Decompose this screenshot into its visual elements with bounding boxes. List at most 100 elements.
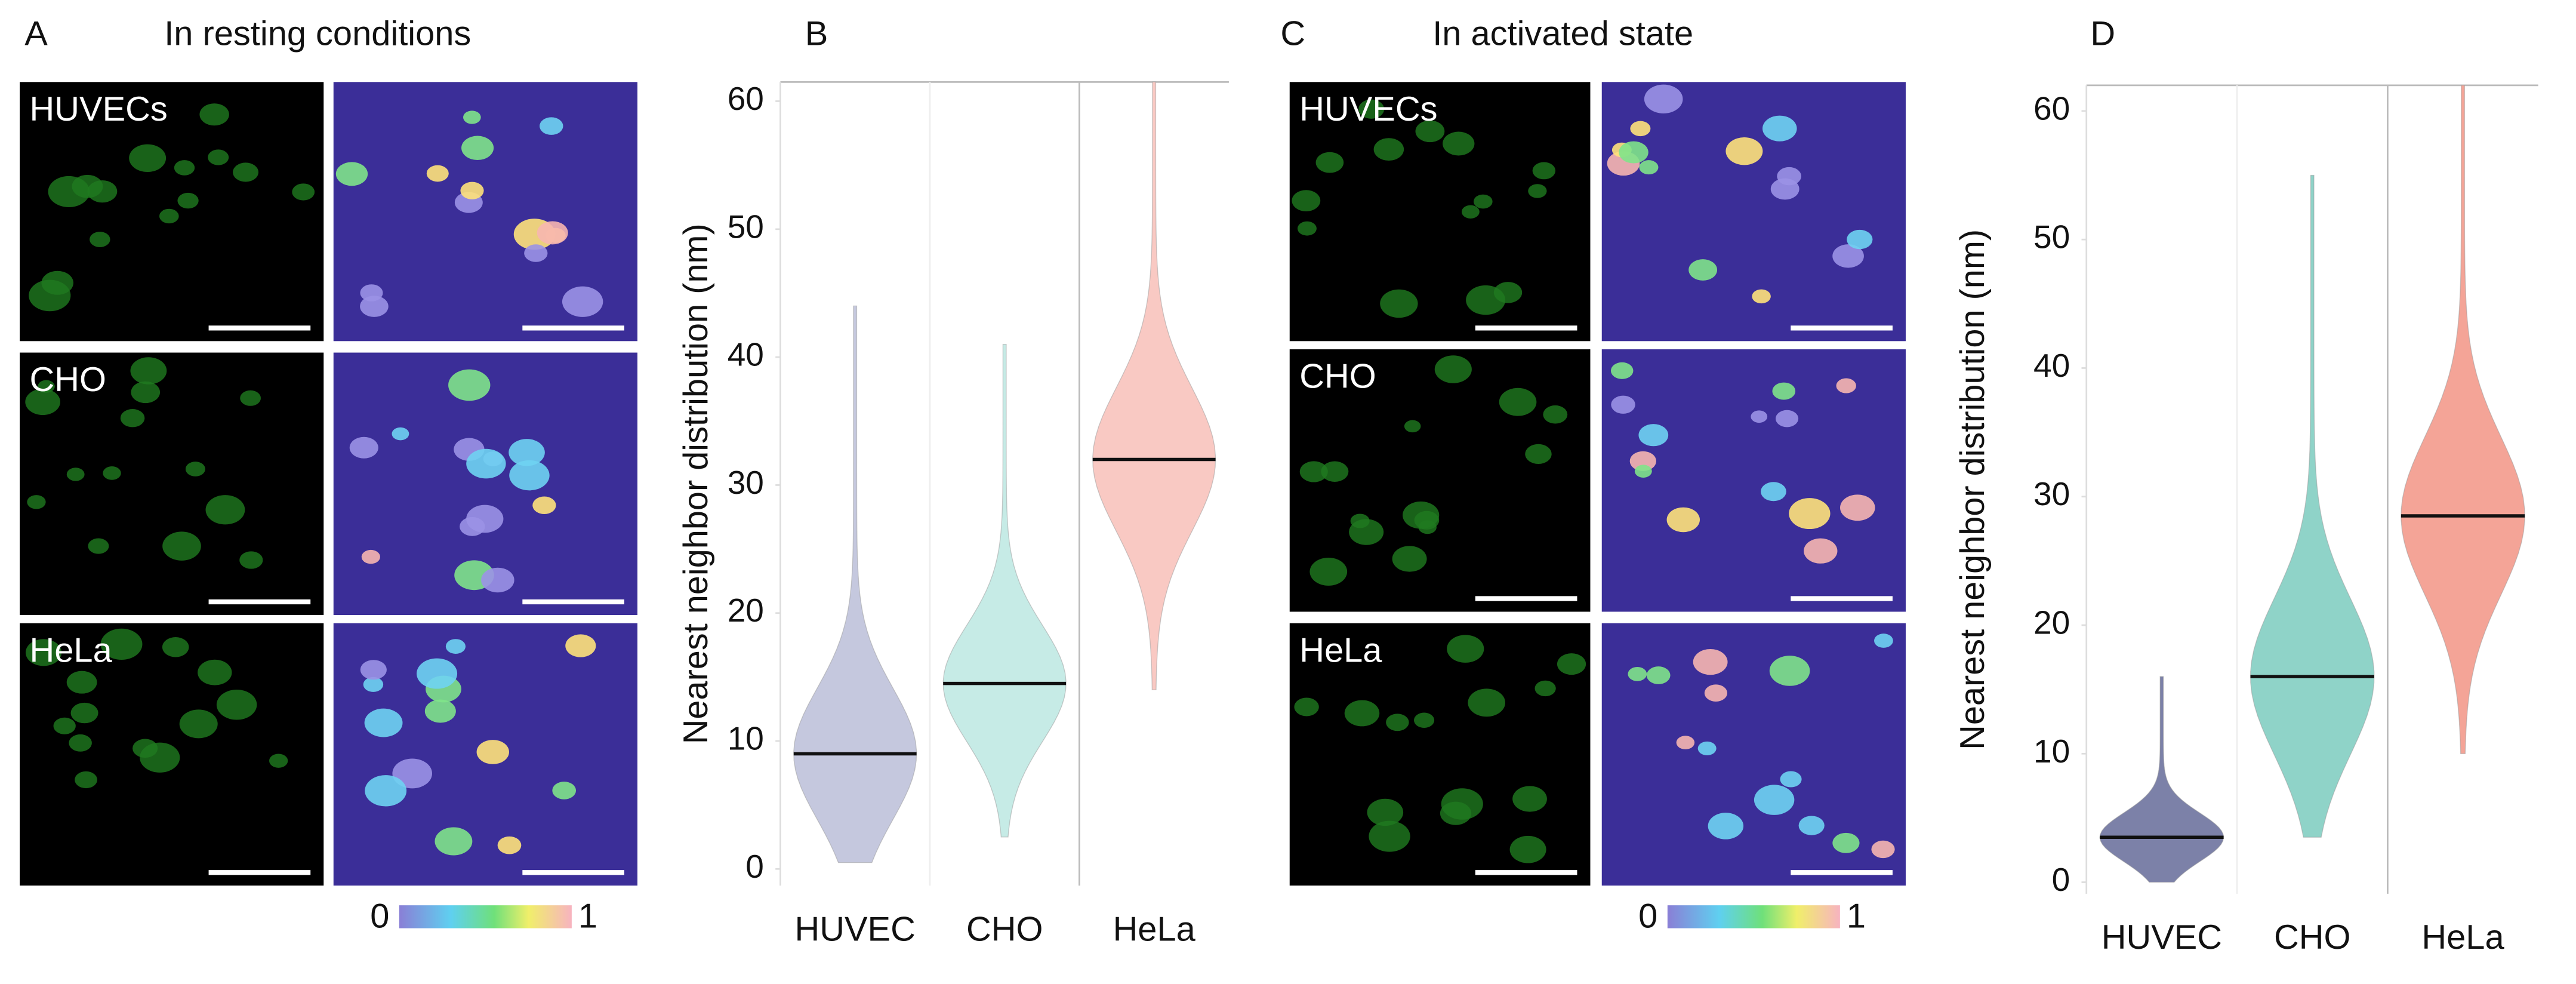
cell-blob [1751, 410, 1768, 423]
cell-blob [509, 439, 545, 466]
cell-blob [174, 160, 195, 176]
y-tick-label: 50 [2033, 219, 2070, 256]
cell-blob [466, 505, 504, 533]
cell-blob [103, 466, 121, 480]
panel-label: D [2090, 15, 2115, 53]
x-tick-label: HeLa [2421, 918, 2504, 957]
cell-blob [1688, 259, 1718, 281]
violin [2099, 676, 2224, 883]
panel-title: In resting conditions [164, 15, 471, 53]
cell-line-label: HeLa [30, 631, 113, 669]
cell-blob [1443, 131, 1475, 156]
colorbar [1667, 905, 1840, 928]
cell-blob [460, 182, 484, 199]
cell-blob [1367, 798, 1404, 826]
y-tick-label: 50 [728, 208, 764, 245]
cell-blob [130, 357, 167, 385]
cell-blob [66, 468, 85, 481]
cell-blob [292, 183, 315, 201]
cell-blob [1499, 388, 1537, 416]
y-tick-label: 30 [2033, 475, 2070, 512]
cell-blob [1676, 736, 1695, 750]
cell-blob [88, 538, 109, 554]
cell-blob [239, 551, 263, 569]
cell-blob [562, 286, 603, 317]
cell-blob [1534, 680, 1556, 697]
cell-blob [364, 708, 403, 737]
y-tick-label: 30 [728, 464, 764, 501]
cell-blob [532, 496, 556, 514]
cell-blob [1434, 355, 1472, 383]
violin [2401, 85, 2525, 754]
cell-blob [1762, 115, 1797, 142]
cell-blob [1292, 190, 1321, 211]
cell-blob [1297, 221, 1317, 236]
cell-blob [129, 144, 167, 172]
y-tick-label: 0 [745, 848, 764, 885]
cell-blob [1725, 137, 1763, 165]
cell-blob [361, 549, 380, 564]
cell-blob [360, 296, 389, 317]
cell-blob [216, 689, 257, 720]
cell-blob [198, 659, 232, 685]
fluorescence-image [20, 352, 324, 615]
cell-blob [70, 702, 98, 724]
cell-blob [537, 221, 568, 245]
x-tick-label: HUVEC [795, 910, 916, 948]
cell-blob [417, 658, 458, 689]
cell-blob [497, 836, 522, 854]
cell-blob [177, 192, 199, 209]
cell-blob [1704, 684, 1727, 702]
cell-blob [205, 495, 245, 525]
cell-blob [360, 660, 387, 680]
cell-blob [1512, 786, 1547, 812]
cell-blob [240, 390, 261, 406]
cell-blob [162, 531, 201, 561]
y-tick-label: 10 [728, 720, 764, 757]
cell-blob [1874, 634, 1893, 648]
cell-blob [448, 369, 491, 401]
cell-blob [1770, 178, 1799, 200]
cell-blob [1611, 395, 1635, 414]
cell-blob [1344, 700, 1380, 727]
cell-blob [1836, 378, 1856, 393]
cell-blob [25, 389, 60, 416]
colorbar-min: 0 [1638, 897, 1657, 935]
cell-blob [140, 742, 180, 773]
cell-blob [461, 136, 494, 161]
cell-blob [463, 110, 481, 124]
cell-blob [233, 162, 259, 182]
cell-blob [1847, 229, 1873, 250]
colorbar-max: 1 [1847, 897, 1866, 935]
cell-blob [1543, 405, 1568, 424]
cell-blob [199, 103, 229, 126]
cell-blob [120, 409, 145, 428]
cell-blob [1628, 666, 1647, 681]
cell-blob [131, 381, 161, 404]
cell-blob [1697, 741, 1717, 756]
cell-blob [1358, 99, 1385, 119]
colorbar-max: 1 [578, 897, 597, 935]
cell-blob [1447, 635, 1484, 663]
y-tick-label: 0 [2052, 861, 2070, 898]
cell-blob [349, 436, 378, 459]
cell-blob [1840, 494, 1875, 521]
cell-blob [1832, 244, 1864, 268]
panel-label: C [1280, 15, 1305, 53]
violin [942, 343, 1067, 838]
violin [2250, 174, 2375, 838]
cell-blob [1392, 546, 1427, 572]
cell-blob [1415, 120, 1445, 143]
cell-blob [1638, 424, 1669, 447]
y-tick-label: 60 [2033, 90, 2070, 127]
cell-blob [392, 427, 409, 441]
cell-blob [1466, 285, 1506, 315]
cell-blob [1468, 688, 1506, 717]
cell-blob [392, 758, 433, 789]
cell-blob [25, 639, 62, 666]
cell-blob [1708, 813, 1744, 840]
cell-blob [552, 782, 577, 799]
cell-blob [1775, 410, 1799, 428]
cell-blob [1752, 289, 1771, 304]
